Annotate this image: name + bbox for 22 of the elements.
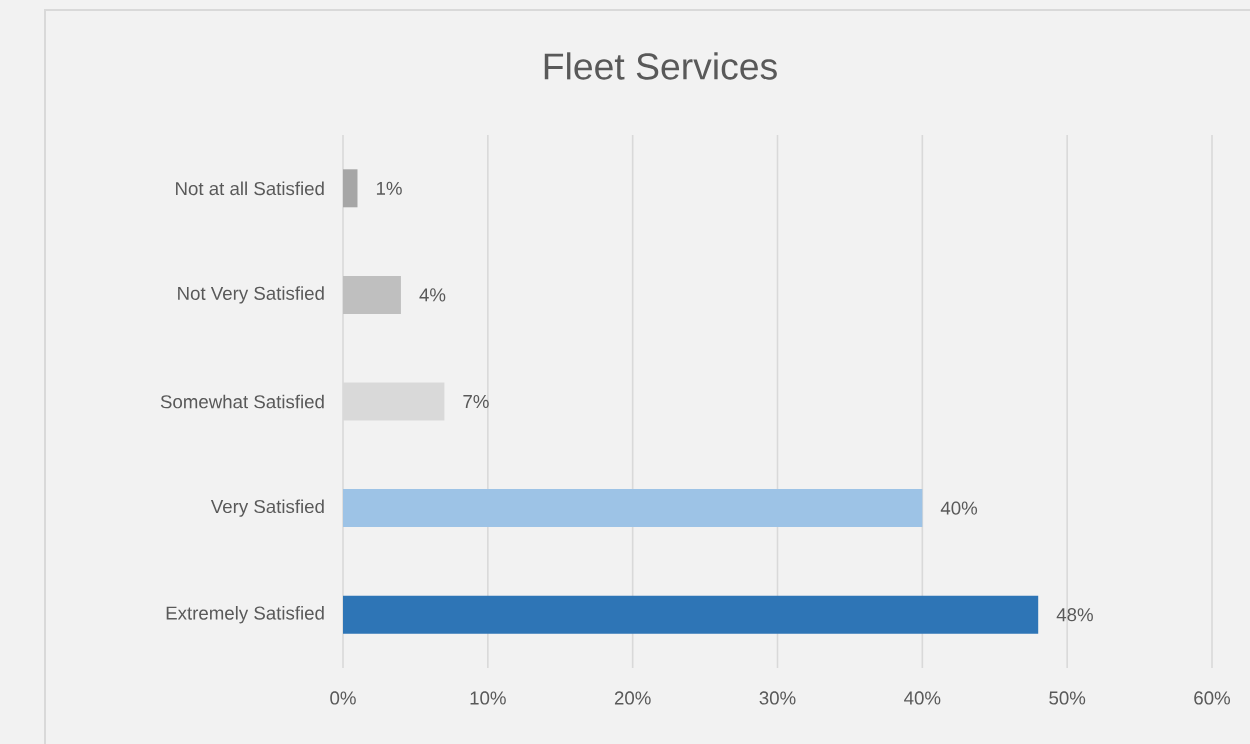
x-tick-label: 30% — [759, 691, 796, 705]
bar — [343, 169, 358, 208]
y-tick-label: Very Satisfied — [210, 499, 324, 517]
x-tick-label: 50% — [1049, 691, 1086, 705]
data-label: 48% — [1056, 608, 1093, 622]
y-tick-label: Somewhat Satisfied — [160, 394, 324, 409]
y-tick-label: Extremely Satisfied — [166, 606, 324, 624]
x-tick-label: 40% — [904, 691, 941, 705]
bar — [343, 489, 923, 528]
data-label: 40% — [940, 501, 978, 515]
x-tick-label: 0% — [330, 691, 356, 705]
bar — [343, 275, 401, 314]
data-label: 4% — [419, 288, 446, 302]
data-label: 7% — [463, 394, 489, 409]
x-tick-label: 60% — [1194, 691, 1231, 705]
x-tick-label: 20% — [614, 691, 651, 705]
y-tick-label: Not at all Satisfied — [176, 181, 324, 196]
chart-title: Fleet Services — [544, 52, 777, 80]
y-tick-label: Not Very Satisfied — [178, 286, 324, 304]
x-tick-label: 10% — [470, 691, 506, 705]
data-label: 1% — [376, 181, 402, 195]
bar — [343, 595, 1039, 634]
